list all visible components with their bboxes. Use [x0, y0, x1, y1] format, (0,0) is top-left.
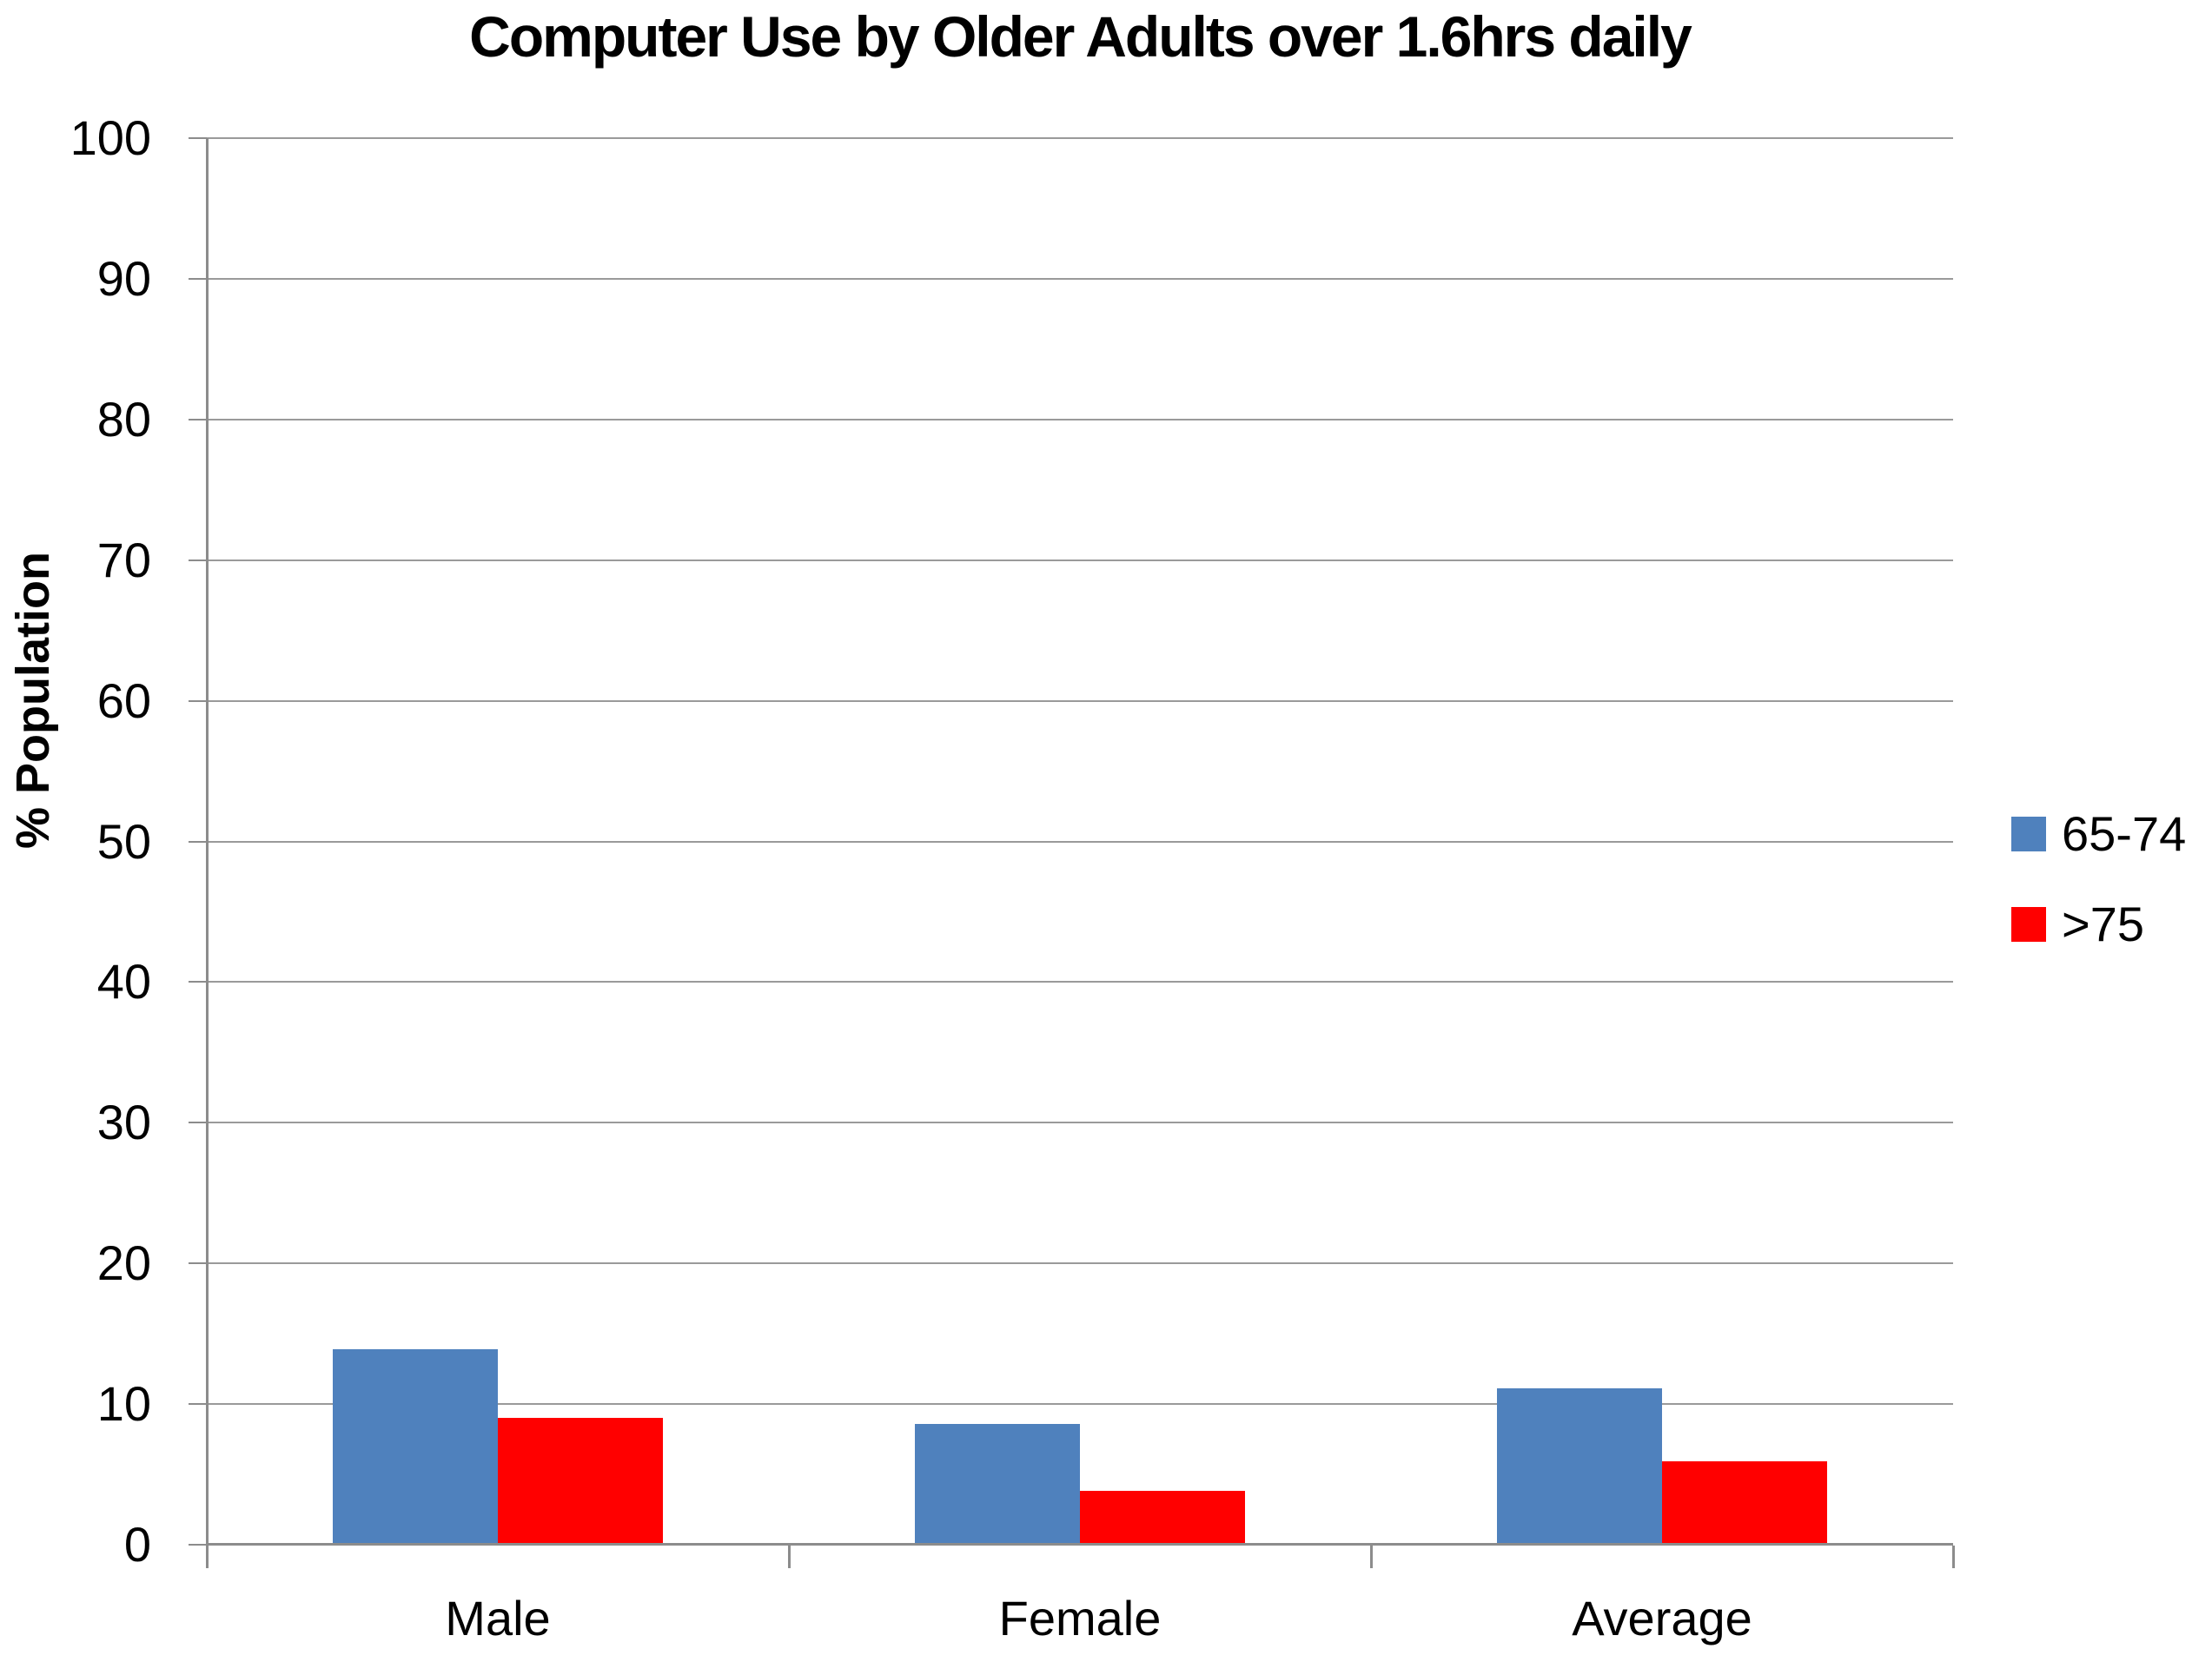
y-tick-70	[189, 559, 207, 561]
y-tick-40	[189, 981, 207, 983]
bar-65-74-Female	[915, 1424, 1080, 1545]
y-tick-label-60: 60	[96, 672, 151, 728]
y-tick-label-70: 70	[96, 532, 151, 587]
bar-65-74-Average	[1497, 1388, 1662, 1545]
y-tick-label-40: 40	[96, 954, 151, 1010]
gridline-20	[207, 1262, 1953, 1265]
gridline-40	[207, 981, 1953, 983]
y-tick-label-80: 80	[96, 391, 151, 447]
y-tick-30	[189, 1122, 207, 1124]
gridline-10	[207, 1403, 1953, 1406]
legend-swatch-over-75-icon	[2011, 907, 2046, 942]
x-category-label-Male: Male	[445, 1591, 551, 1645]
x-tick-1	[788, 1546, 791, 1568]
y-tick-100	[189, 137, 207, 139]
y-tick-label-100: 100	[70, 110, 151, 165]
y-tick-0	[189, 1544, 207, 1546]
x-category-label-Female: Female	[998, 1591, 1162, 1645]
bar-65-74-Male	[333, 1349, 498, 1545]
bar->75-Male	[498, 1418, 663, 1545]
gridline-90	[207, 277, 1953, 280]
y-tick-label-10: 10	[96, 1376, 151, 1432]
gridline-80	[207, 418, 1953, 420]
y-tick-20	[189, 1262, 207, 1265]
legend-item-over-75: >75	[2011, 897, 2186, 951]
y-tick-label-90: 90	[96, 250, 151, 306]
plot-area	[207, 137, 1953, 1545]
y-tick-60	[189, 699, 207, 702]
y-tick-label-20: 20	[96, 1235, 151, 1291]
bar->75-Female	[1080, 1491, 1245, 1545]
y-tick-80	[189, 418, 207, 420]
y-tick-50	[189, 840, 207, 843]
legend-label-65-74: 65-74	[2062, 806, 2187, 861]
y-tick-label-30: 30	[96, 1095, 151, 1150]
chart-title: Computer Use by Older Adults over 1.6hrs…	[469, 4, 1692, 69]
y-tick-10	[189, 1403, 207, 1406]
y-tick-label-0: 0	[123, 1517, 151, 1572]
y-tick-90	[189, 277, 207, 280]
x-axis-line	[207, 1543, 1953, 1546]
x-category-label-Average: Average	[1572, 1591, 1752, 1645]
gridline-100	[207, 137, 1953, 139]
legend: 65-74 >75	[2011, 806, 2187, 996]
legend-label-over-75: >75	[2062, 897, 2144, 951]
y-tick-label-50: 50	[96, 813, 151, 869]
gridline-30	[207, 1122, 1953, 1124]
legend-swatch-65-74-icon	[2011, 817, 2046, 851]
gridline-60	[207, 699, 1953, 702]
y-axis-line	[206, 138, 209, 1568]
bar->75-Average	[1662, 1461, 1827, 1545]
gridline-70	[207, 559, 1953, 561]
x-tick-2	[1370, 1546, 1373, 1568]
x-tick-3	[1952, 1546, 1955, 1568]
gridline-50	[207, 840, 1953, 843]
legend-item-65-74: 65-74	[2011, 806, 2187, 861]
